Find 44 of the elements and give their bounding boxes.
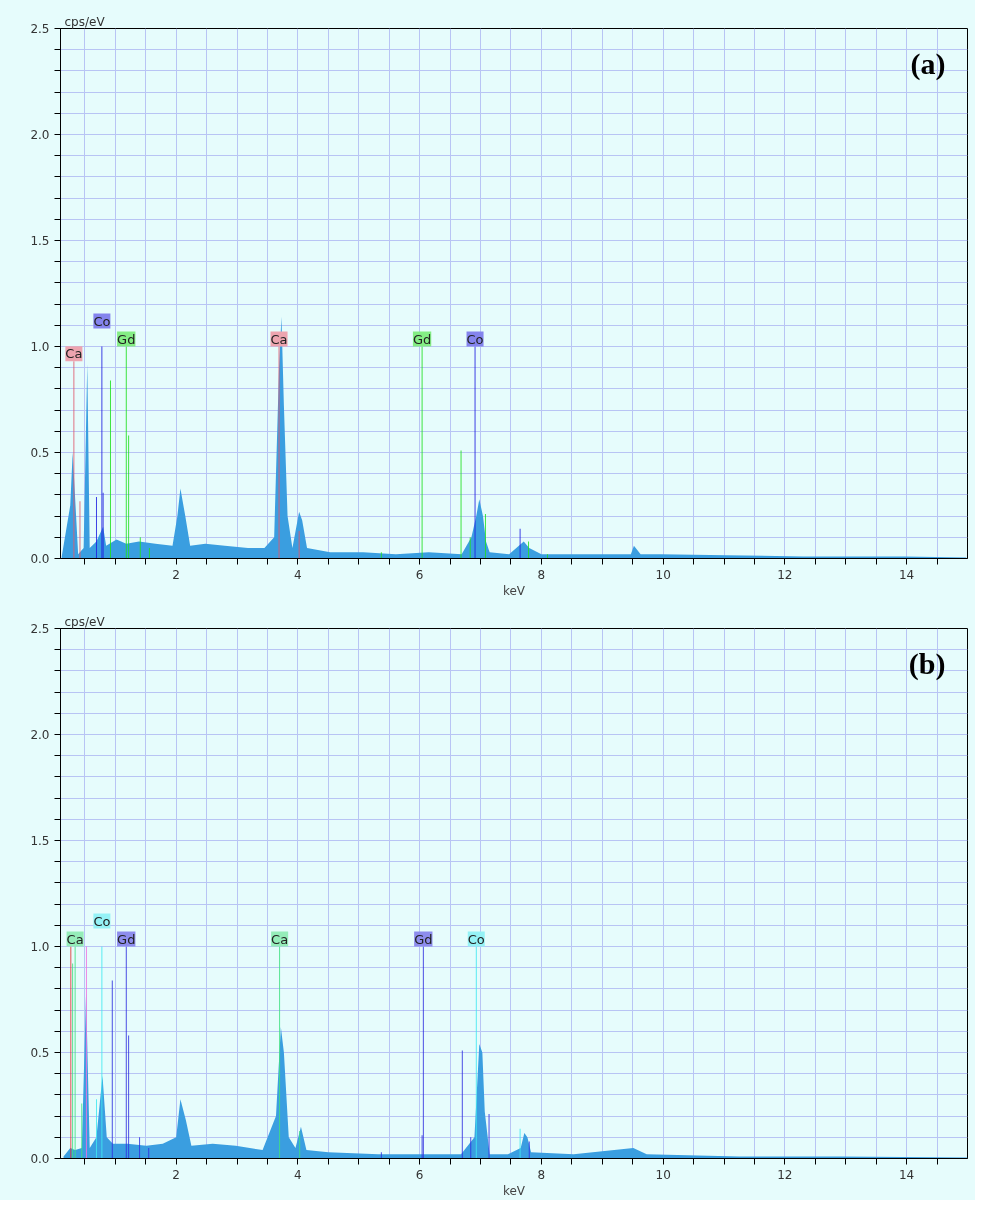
annotation: Co — [467, 931, 485, 947]
y-tick-label: 2.5 — [30, 22, 50, 36]
x-tick-label: 6 — [415, 567, 424, 582]
x-tick-label: 2 — [172, 1167, 180, 1182]
y-tick-label: 2.0 — [30, 728, 50, 742]
y-axis-title: cps/eV — [64, 14, 106, 29]
x-tick-label: 4 — [294, 567, 302, 582]
annotation: Gd — [412, 331, 432, 347]
y-axis-title: cps/eV — [64, 614, 106, 629]
y-tick-label: 0.0 — [30, 552, 50, 566]
y-tick-label: 0.5 — [30, 446, 50, 460]
x-axis-title: keV — [502, 583, 526, 598]
x-axis-title: keV — [502, 1183, 526, 1198]
y-tick-label: 2.0 — [30, 128, 50, 142]
x-tick-label: 2 — [172, 567, 180, 582]
x-tick-label: 8 — [537, 1167, 546, 1182]
annotation: Gd — [414, 931, 433, 947]
y-tick-label: 1.5 — [30, 234, 50, 248]
x-tick-label: 12 — [777, 1167, 793, 1182]
annotation: Gd — [117, 331, 136, 347]
annotation: Gd — [117, 931, 136, 947]
y-tick-label: 2.5 — [30, 622, 50, 636]
annotation: Ca — [271, 931, 289, 947]
x-tick-label: 6 — [415, 1167, 424, 1182]
x-tick-label: 14 — [898, 567, 915, 582]
y-tick-label: 1.5 — [30, 834, 50, 848]
y-tick-label: 1.0 — [30, 940, 50, 954]
annotation: Co — [466, 331, 484, 347]
annotation: Co — [93, 313, 111, 329]
x-tick-label: 10 — [655, 1167, 671, 1182]
y-tick-label: 1.0 — [30, 340, 50, 354]
annotation: Co — [93, 913, 111, 929]
annotation: Ca — [270, 331, 288, 347]
x-tick-label: 12 — [777, 567, 793, 582]
text: (a) — [910, 46, 946, 81]
annotation: Ca — [65, 346, 83, 362]
y-tick-label: 0.5 — [30, 1046, 50, 1060]
annotation: Ca — [66, 931, 84, 947]
x-tick-label: 8 — [537, 567, 546, 582]
x-tick-label: 4 — [294, 1167, 302, 1182]
text: (b) — [908, 646, 946, 681]
y-tick-label: 0.0 — [30, 1152, 50, 1166]
x-tick-label: 10 — [655, 567, 671, 582]
x-tick-label: 14 — [898, 1167, 915, 1182]
